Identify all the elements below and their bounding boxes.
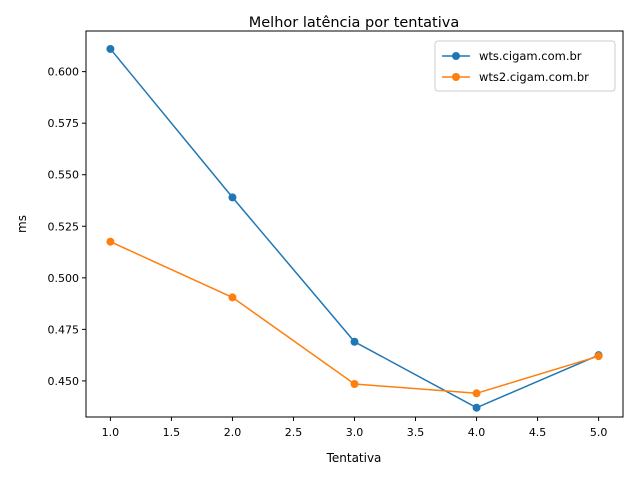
legend: wts.cigam.com.br wts2.cigam.com.br (434, 40, 616, 92)
y-axis-label: ms (15, 215, 29, 233)
legend-label: wts2.cigam.com.br (479, 70, 589, 84)
y-axis-ticks: 0.450 0.475 0.500 0.525 0.550 0.575 0.600 (48, 66, 86, 388)
data-point (350, 380, 359, 389)
data-point (106, 237, 115, 246)
legend-marker (452, 73, 460, 81)
data-point (106, 44, 115, 53)
y-tick-label: 0.450 (48, 375, 80, 388)
x-tick-label: 5.0 (590, 426, 608, 439)
x-tick-label: 2.5 (285, 426, 303, 439)
x-axis-label: Tentativa (326, 451, 382, 465)
legend-label: wts.cigam.com.br (479, 49, 582, 63)
x-tick-label: 3.5 (407, 426, 425, 439)
y-tick-label: 0.475 (48, 323, 80, 336)
x-tick-label: 3.0 (346, 426, 364, 439)
legend-box (434, 40, 616, 92)
y-tick-label: 0.550 (48, 169, 80, 182)
x-tick-label: 1.0 (102, 426, 120, 439)
series-2 (106, 237, 603, 398)
data-point (228, 293, 237, 302)
x-tick-label: 4.0 (468, 426, 486, 439)
y-tick-label: 0.575 (48, 117, 80, 130)
data-point (594, 352, 603, 361)
x-tick-label: 2.0 (224, 426, 242, 439)
legend-marker (452, 52, 460, 60)
x-tick-label: 1.5 (163, 426, 181, 439)
data-point (350, 337, 359, 346)
data-point (228, 193, 237, 202)
chart-title: Melhor latência por tentativa (249, 15, 460, 31)
x-tick-label: 4.5 (529, 426, 547, 439)
y-tick-label: 0.500 (48, 272, 80, 285)
data-point (472, 389, 481, 398)
plot-frame (85, 30, 624, 418)
series-layer (106, 44, 603, 412)
y-tick-label: 0.600 (48, 66, 80, 79)
data-point (472, 403, 481, 412)
y-tick-label: 0.525 (48, 220, 80, 233)
x-axis-ticks: 1.0 1.5 2.0 2.5 3.0 3.5 4.0 4.5 5.0 (102, 417, 608, 439)
